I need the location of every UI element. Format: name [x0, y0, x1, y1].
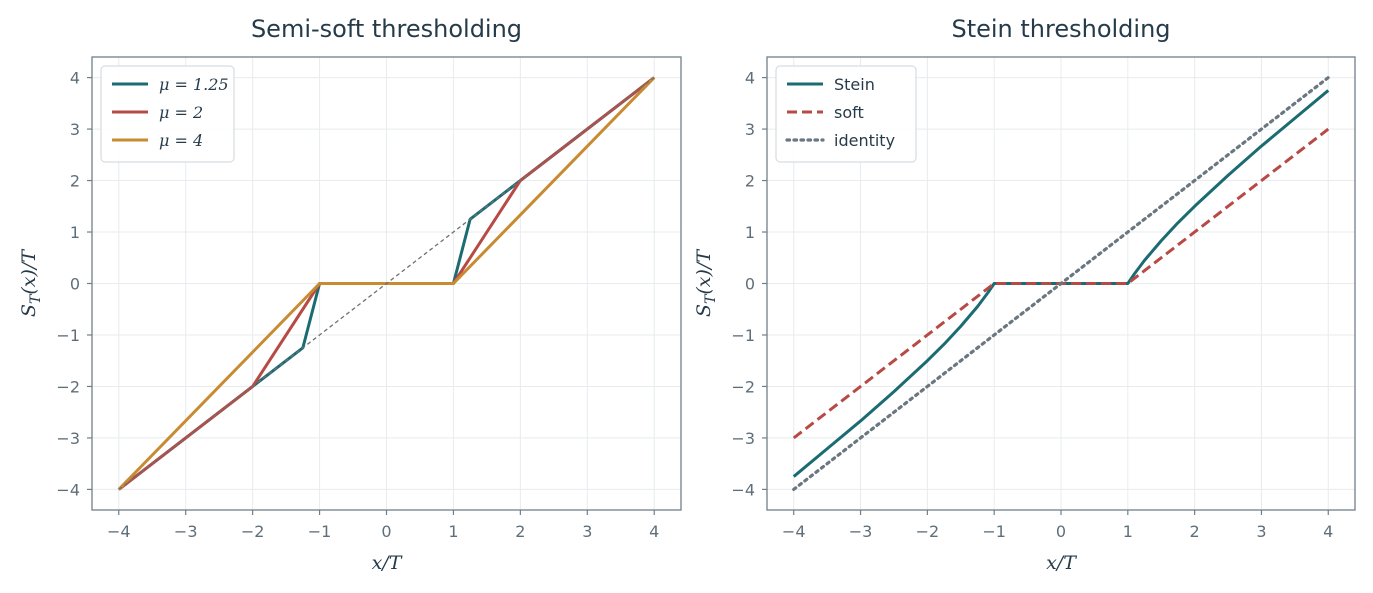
legend-entry-label: identity: [834, 131, 895, 150]
legend-box: [100, 65, 235, 163]
x-tick-label: −3: [174, 522, 198, 541]
y-tick-label: 4: [745, 69, 755, 88]
y-tick-label: −3: [731, 429, 755, 448]
x-tick-label: 3: [582, 522, 592, 541]
legend-entry-label: μ = 4: [159, 131, 203, 150]
x-tick-label: 4: [1323, 522, 1333, 541]
x-axis-label: x/T: [372, 552, 403, 574]
x-tick-label: 1: [448, 522, 458, 541]
x-tick-label: −2: [241, 522, 265, 541]
x-tick-label: −4: [107, 522, 131, 541]
legend-entry-label: soft: [834, 103, 864, 122]
chart-title: Semi-soft thresholding: [251, 15, 522, 43]
y-tick-label: −2: [731, 377, 755, 396]
y-tick-label: −4: [56, 480, 80, 499]
x-tick-label: 1: [1123, 522, 1133, 541]
x-tick-label: 2: [1190, 522, 1200, 541]
series-line-identity: [792, 75, 1330, 492]
y-tick-label: −3: [56, 429, 80, 448]
stein-panel: −4 −3 −2 −1 0 1 2 3 4 −4 −3 −2 −1 0 1 2 3 4 Stein threshol…: [693, 15, 1356, 574]
y-tick-label: 0: [70, 275, 80, 294]
y-tick-label: 2: [70, 172, 80, 191]
y-tick-label: 1: [745, 223, 755, 242]
x-axis-label: x/T: [1046, 552, 1077, 574]
x-tick-label: −4: [782, 522, 806, 541]
y-tick-label: 3: [745, 120, 755, 139]
x-tick-label: −1: [982, 522, 1006, 541]
y-tick-label: 1: [70, 223, 80, 242]
x-tick-label: −3: [849, 522, 873, 541]
y-axis-label: ST(x)/T: [693, 249, 719, 317]
y-tick-label: −4: [731, 480, 755, 499]
x-tick-label: −2: [916, 522, 940, 541]
series-group: [792, 75, 1330, 492]
chart-title: Stein thresholding: [951, 15, 1170, 43]
legend: μ = 1.25 μ = 2 μ = 4: [100, 65, 235, 163]
x-tick-label: −1: [308, 522, 332, 541]
y-tick-label: 3: [70, 120, 80, 139]
legend-entry-label: Stein: [834, 75, 875, 94]
legend-entry-label: μ = 2: [159, 103, 203, 122]
x-tick-label: 4: [649, 522, 659, 541]
y-tick-label: −1: [56, 326, 80, 345]
y-tick-label: −1: [731, 326, 755, 345]
series-line-reference-diagonal: [118, 77, 655, 490]
y-axis-label: ST(x)/T: [18, 249, 44, 317]
y-tick-label: 0: [745, 275, 755, 294]
semi-soft-panel: −4 −3 −2 −1 0 1 2 3 4 −4 −3 −2 −1 0 1 2 3 4 Semi-soft thre…: [18, 15, 682, 574]
legend: Stein soft identity: [775, 65, 917, 163]
x-tick-label: 0: [381, 522, 391, 541]
x-tick-label: 3: [1256, 522, 1266, 541]
y-tick-label: 4: [70, 69, 80, 88]
y-tick-label: 2: [745, 172, 755, 191]
series-group: [117, 76, 656, 491]
legend-entry-label: μ = 1.25: [159, 75, 229, 94]
x-tick-label: 0: [1056, 522, 1066, 541]
x-tick-label: 2: [515, 522, 525, 541]
y-tick-label: −2: [56, 377, 80, 396]
legend-box: [775, 65, 917, 163]
